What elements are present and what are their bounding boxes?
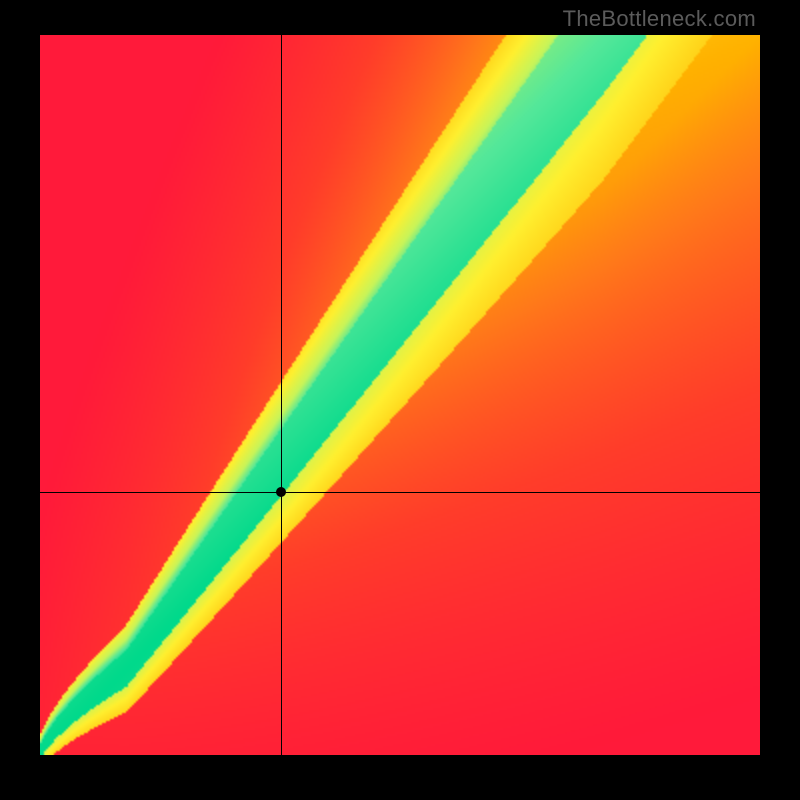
crosshair-horizontal bbox=[40, 492, 760, 493]
crosshair-marker bbox=[276, 487, 286, 497]
crosshair-vertical bbox=[281, 35, 282, 755]
heatmap-plot bbox=[40, 35, 760, 755]
chart-frame: TheBottleneck.com bbox=[0, 0, 800, 800]
heatmap-canvas bbox=[40, 35, 760, 755]
watermark-text: TheBottleneck.com bbox=[563, 6, 756, 32]
